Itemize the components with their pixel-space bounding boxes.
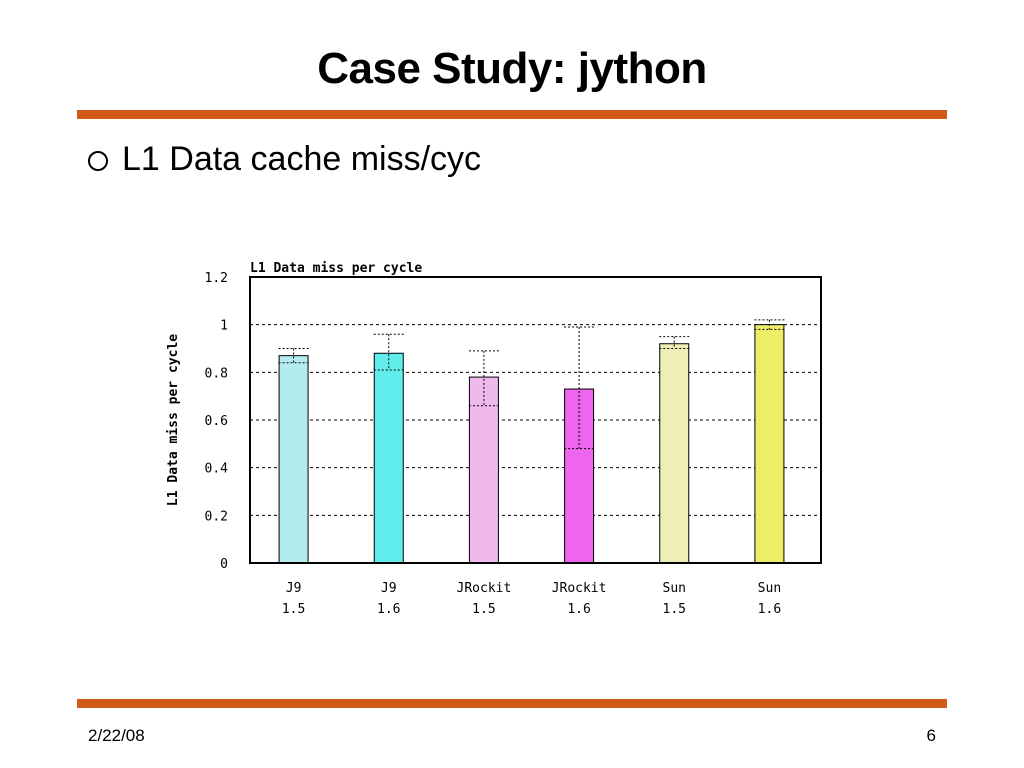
bullet-item: L1 Data cache miss/cyc [88,140,481,179]
footer-date: 2/22/08 [88,726,145,745]
x-tick-label: 1.6 [377,602,400,617]
x-tick-label: 1.5 [282,602,305,617]
x-tick-label: Sun [758,581,781,596]
y-axis-label: L1 Data miss per cycle [166,334,181,506]
chart-title: L1 Data miss per cycle [250,261,422,276]
bar [278,355,309,564]
plot-frame [249,276,822,564]
x-tick-label: 1.6 [758,602,781,617]
bar [754,324,785,564]
y-tick-label: 0.8 [205,366,228,381]
title-divider [77,110,947,119]
y-tick-label: 0.4 [205,462,229,477]
x-tick-label: JRockit [457,581,512,596]
y-tick-label: 1.2 [205,271,228,286]
page-number: 6 [926,726,936,745]
y-tick-label: 1 [220,319,228,334]
y-tick-label: 0.6 [205,414,228,429]
bullet-text: L1 Data cache miss/cyc [122,140,482,178]
chart-plot-area: 0 0.2 0.4 0.6 0.8 1 1.2 J9 1.5 J9 1.6 JRockit 1.5 JRo… [205,271,822,617]
bar [659,343,690,564]
bullet-circle-icon [88,150,108,171]
x-tick-label: 1.6 [567,602,590,617]
x-tick-label: J9 [286,581,302,596]
x-tick-label: J9 [381,581,397,596]
y-tick-label: 0.2 [205,509,228,524]
y-tick-label: 0 [220,557,228,572]
bar [468,376,499,564]
slide-title: Case Study: jython [317,44,707,93]
x-tick-label: 1.5 [663,602,686,617]
footer-divider [77,699,947,708]
bar [373,352,404,564]
x-tick-label: Sun [663,581,686,596]
x-tick-label: 1.5 [472,602,495,617]
x-tick-label: JRockit [552,581,607,596]
bar-chart: L1 Data miss per cycle L1 Data miss per … [166,261,822,617]
